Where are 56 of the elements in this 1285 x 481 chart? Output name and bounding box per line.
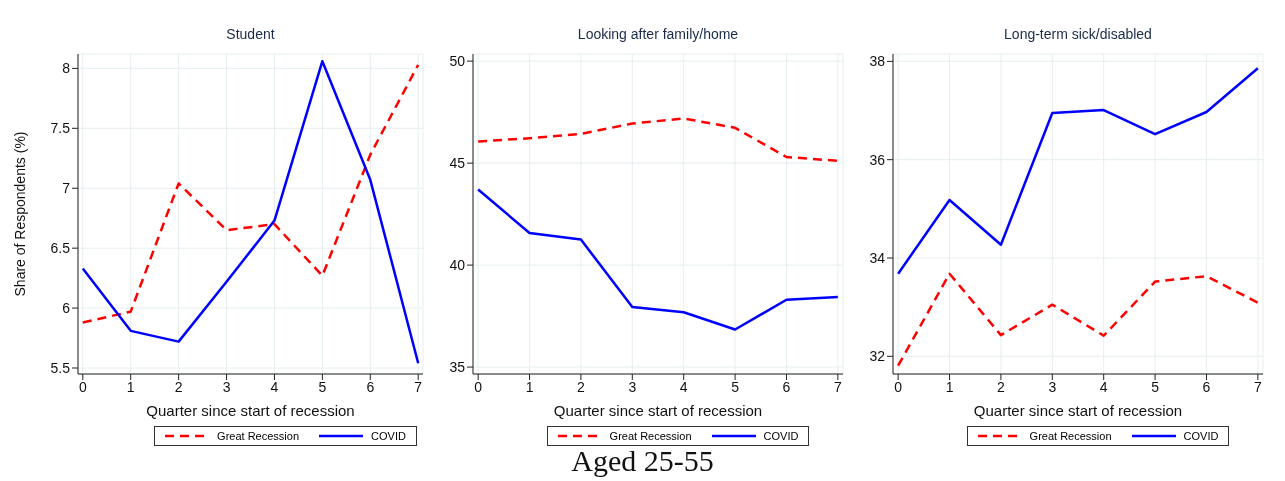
line-series <box>896 67 1260 275</box>
x-tick-label: 0 <box>894 378 903 395</box>
chart-title: Student <box>225 26 276 44</box>
x-tick-label: 1 <box>525 378 534 395</box>
y-tick-label: 36 <box>869 151 886 168</box>
x-tick-label: 6 <box>782 378 791 395</box>
legend-label: Great Recession <box>217 430 300 442</box>
legend-label: COVID <box>371 430 406 442</box>
x-tick-label: 1 <box>126 378 135 395</box>
y-tick-label: 40 <box>449 257 466 274</box>
legend-label: COVID <box>763 430 799 442</box>
x-tick-label: 7 <box>414 378 423 395</box>
line-series <box>476 117 840 163</box>
y-tick-label: 32 <box>869 348 886 365</box>
x-axis-title: Quarter since start of recession <box>146 402 355 419</box>
x-tick-label: 6 <box>366 378 375 395</box>
y-tick-label: 6 <box>62 300 71 317</box>
x-tick-label: 4 <box>679 378 688 395</box>
y-tick-label: 6.5 <box>50 240 71 257</box>
x-tick-label: 5 <box>318 378 327 395</box>
x-tick-label: 5 <box>1151 378 1160 395</box>
x-tick-label: 1 <box>945 378 954 395</box>
y-tick-label: 45 <box>449 155 466 172</box>
x-tick-label: 7 <box>833 378 842 395</box>
chart-title: Long-term sick/disabled <box>1003 26 1153 44</box>
x-tick-label: 0 <box>78 378 87 395</box>
x-tick-label: 2 <box>577 378 586 395</box>
x-tick-label: 3 <box>1048 378 1057 395</box>
legend-label: Great Recession <box>1029 430 1112 442</box>
x-tick-label: 3 <box>222 378 231 395</box>
y-tick-label: 7 <box>62 180 71 197</box>
y-tick-label: 38 <box>869 53 886 70</box>
y-tick-label: 50 <box>449 53 466 70</box>
x-tick-label: 3 <box>628 378 637 395</box>
x-axis-title: Quarter since start of recession <box>973 402 1183 419</box>
y-tick-label: 5.5 <box>50 359 71 376</box>
legend-label: Great Recession <box>609 430 692 442</box>
y-tick-label: 35 <box>449 359 466 376</box>
x-tick-label: 2 <box>997 378 1006 395</box>
line-series <box>476 188 840 331</box>
x-tick-label: 5 <box>731 378 740 395</box>
x-tick-label: 6 <box>1202 378 1211 395</box>
y-tick-label: 34 <box>869 249 886 266</box>
x-axis-title: Quarter since start of recession <box>553 402 763 419</box>
x-tick-label: 4 <box>1099 378 1108 395</box>
text: Aged 25-55 <box>570 444 715 478</box>
y-tick-label: 8 <box>62 60 71 77</box>
legend-label: COVID <box>1183 430 1219 442</box>
y-tick-label: 7.5 <box>50 120 71 137</box>
x-tick-label: 2 <box>174 378 183 395</box>
chart-title: Looking after family/home <box>576 26 740 44</box>
x-tick-label: 0 <box>474 378 483 395</box>
x-tick-label: 4 <box>270 378 279 395</box>
x-tick-label: 7 <box>1253 378 1262 395</box>
line-series <box>896 272 1260 367</box>
y-axis-title: Share of Respondents (%) <box>11 131 28 297</box>
